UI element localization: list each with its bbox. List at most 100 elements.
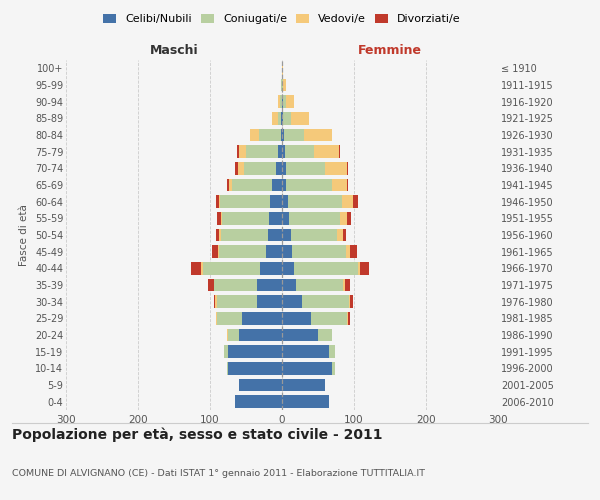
Bar — [282, 312, 311, 324]
Bar — [278, 112, 281, 124]
Bar — [347, 312, 348, 324]
Bar — [282, 279, 296, 291]
Bar — [283, 79, 286, 92]
Bar — [227, 362, 228, 374]
Bar — [288, 196, 342, 208]
Bar — [272, 179, 282, 192]
Bar — [339, 146, 340, 158]
Bar — [289, 212, 340, 224]
Bar — [314, 146, 339, 158]
Bar — [282, 112, 283, 124]
Bar — [350, 246, 357, 258]
Bar — [278, 96, 280, 108]
Legend: Celibi/Nubili, Coniugati/e, Vedovi/e, Divorziati/e: Celibi/Nubili, Coniugati/e, Vedovi/e, Di… — [100, 10, 464, 28]
Bar — [343, 229, 346, 241]
Bar — [272, 112, 278, 124]
Bar — [250, 129, 259, 141]
Bar — [238, 162, 244, 174]
Bar — [302, 296, 349, 308]
Bar — [332, 362, 335, 374]
Bar — [220, 229, 221, 241]
Bar — [281, 79, 282, 92]
Bar — [246, 146, 278, 158]
Bar — [259, 129, 281, 141]
Bar — [217, 229, 220, 241]
Bar — [286, 162, 325, 174]
Bar — [217, 212, 221, 224]
Bar — [229, 179, 232, 192]
Bar — [278, 146, 282, 158]
Bar — [343, 279, 344, 291]
Bar — [350, 296, 353, 308]
Bar — [235, 162, 238, 174]
Bar — [203, 262, 260, 274]
Bar — [236, 146, 239, 158]
Bar — [220, 196, 271, 208]
Bar — [244, 162, 276, 174]
Bar — [282, 329, 318, 341]
Bar — [282, 62, 283, 74]
Bar — [344, 279, 350, 291]
Text: Popolazione per età, sesso e stato civile - 2011: Popolazione per età, sesso e stato civil… — [12, 428, 383, 442]
Bar — [347, 179, 348, 192]
Bar — [282, 229, 290, 241]
Bar — [325, 162, 347, 174]
Bar — [218, 196, 220, 208]
Bar — [282, 162, 286, 174]
Bar — [269, 212, 282, 224]
Bar — [290, 112, 308, 124]
Bar — [329, 346, 335, 358]
Bar — [281, 112, 282, 124]
Bar — [349, 296, 350, 308]
Bar — [212, 246, 218, 258]
Bar — [217, 312, 242, 324]
Bar — [257, 279, 282, 291]
Bar — [271, 196, 282, 208]
Bar — [282, 296, 302, 308]
Bar — [282, 396, 329, 408]
Bar — [284, 129, 304, 141]
Bar — [358, 262, 361, 274]
Bar — [346, 246, 350, 258]
Bar — [224, 346, 228, 358]
Bar — [282, 79, 283, 92]
Bar — [257, 296, 282, 308]
Bar — [221, 229, 268, 241]
Bar — [228, 329, 239, 341]
Bar — [342, 196, 353, 208]
Bar — [282, 379, 325, 391]
Bar — [222, 212, 269, 224]
Bar — [292, 246, 346, 258]
Text: Maschi: Maschi — [149, 44, 199, 57]
Bar — [282, 346, 329, 358]
Bar — [282, 196, 288, 208]
Bar — [332, 179, 347, 192]
Bar — [282, 179, 286, 192]
Text: Femmine: Femmine — [358, 44, 422, 57]
Bar — [340, 212, 347, 224]
Bar — [235, 396, 282, 408]
Bar — [282, 362, 332, 374]
Bar — [216, 312, 217, 324]
Bar — [266, 246, 282, 258]
Bar — [239, 146, 246, 158]
Bar — [290, 229, 337, 241]
Bar — [286, 179, 332, 192]
Bar — [282, 129, 284, 141]
Bar — [242, 312, 282, 324]
Bar — [282, 96, 283, 108]
Bar — [239, 379, 282, 391]
Y-axis label: Fasce di età: Fasce di età — [19, 204, 29, 266]
Bar — [282, 262, 293, 274]
Bar — [208, 279, 214, 291]
Bar — [276, 162, 282, 174]
Bar — [282, 212, 289, 224]
Bar — [347, 162, 348, 174]
Bar — [337, 229, 343, 241]
Bar — [348, 312, 350, 324]
Bar — [221, 212, 222, 224]
Bar — [282, 146, 285, 158]
Bar — [282, 246, 292, 258]
Bar — [283, 96, 286, 108]
Bar — [283, 112, 290, 124]
